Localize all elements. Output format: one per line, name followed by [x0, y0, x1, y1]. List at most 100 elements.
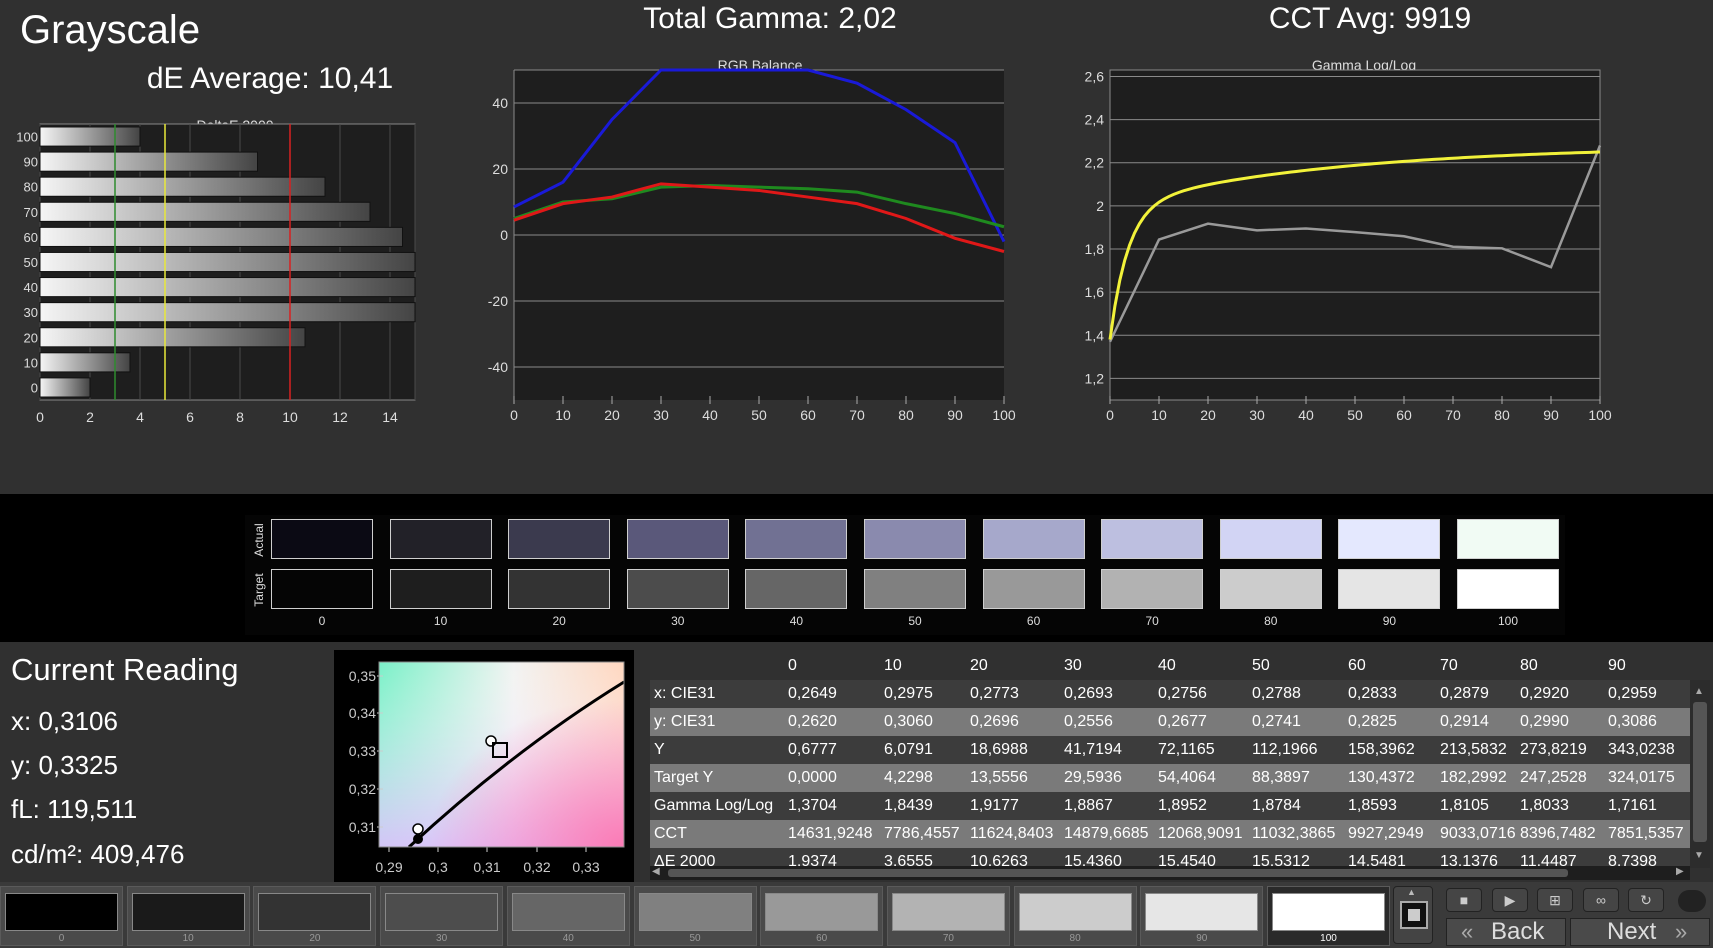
- page-title: Grayscale: [20, 8, 201, 52]
- patch-label: 60: [816, 933, 828, 944]
- table-cell: 8396,7482: [1520, 825, 1596, 842]
- x-tick-label: 10: [1151, 407, 1167, 423]
- planckian-locus: [407, 680, 625, 849]
- next-button[interactable]: Next »: [1570, 918, 1710, 946]
- patch-button[interactable]: 20: [253, 886, 377, 946]
- next-arrow-icon: »: [1675, 919, 1688, 944]
- y-tick-label: 20: [492, 161, 508, 177]
- delta-bar: [39, 176, 326, 197]
- patch-scroll-control[interactable]: ▲: [1393, 886, 1433, 944]
- patch-button[interactable]: 60: [760, 886, 884, 946]
- patch-scroll-up-icon[interactable]: ▲: [1407, 887, 1416, 897]
- y-tick-label: 10: [24, 355, 38, 370]
- patch-button[interactable]: 70: [886, 886, 1010, 946]
- series-line: [513, 68, 1006, 243]
- table-cell: 247,2528: [1520, 769, 1587, 786]
- table-cell: 4,2298: [884, 769, 933, 786]
- vscroll-thumb[interactable]: [1693, 702, 1707, 842]
- table-cell: 130,4372: [1348, 769, 1415, 786]
- stop-button[interactable]: ■: [1446, 888, 1482, 912]
- x-tick-label: 0: [510, 407, 518, 423]
- x-tick-label: 60: [800, 407, 816, 423]
- table-cell: 0,2773: [970, 685, 1019, 702]
- table-cell: 11032,3865: [1252, 825, 1336, 842]
- delta-bar: [39, 126, 141, 147]
- table-cell: 9927,2949: [1348, 825, 1424, 842]
- table-cell: 11624,8403: [970, 825, 1054, 842]
- table-cell: 72,1165: [1158, 741, 1215, 758]
- table-cell: 182,2992: [1440, 769, 1507, 786]
- y-tick-label: 1,4: [1085, 327, 1105, 343]
- patch-button[interactable]: 30: [380, 886, 504, 946]
- table-cell: 15,4360: [1064, 853, 1122, 866]
- patch-label: 20: [309, 933, 321, 944]
- table-cell: 1,8105: [1440, 797, 1489, 814]
- current-reading-title: Current Reading: [11, 652, 239, 687]
- refresh-icon: ↻: [1640, 892, 1652, 908]
- table-cell: 0,2677: [1158, 713, 1207, 730]
- table-hscrollbar[interactable]: ◀ ▶: [650, 866, 1690, 880]
- x-tick-label: 2: [86, 409, 94, 425]
- cie-plot-border: [378, 661, 625, 848]
- y-tick-label: 60: [24, 230, 38, 245]
- table-cell: 0,2741: [1252, 713, 1301, 730]
- row-label: CCT: [654, 825, 687, 842]
- table-cell: 14,5481: [1348, 853, 1406, 866]
- table-cell: 6,0791: [884, 741, 933, 758]
- y-tick-label: 0: [31, 380, 38, 395]
- stop-square-icon[interactable]: [1400, 901, 1428, 929]
- patch-button[interactable]: 50: [633, 886, 757, 946]
- refresh-button[interactable]: ↻: [1628, 888, 1664, 912]
- stop-square-inner: [1408, 909, 1420, 921]
- column-header: 60: [1348, 657, 1366, 674]
- table-cell: 1,8593: [1348, 797, 1397, 814]
- cie-target-d65: [485, 735, 497, 747]
- table-cell: 1,3704: [788, 797, 837, 814]
- x-tick-label: 40: [1298, 407, 1314, 423]
- delta-bar: [39, 151, 258, 172]
- patch-button[interactable]: 90: [1140, 886, 1264, 946]
- scroll-left-icon[interactable]: ◀: [652, 866, 660, 877]
- patch-button[interactable]: 80: [1013, 886, 1137, 946]
- table-cell: 0,3060: [884, 713, 933, 730]
- scroll-down-icon[interactable]: ▼: [1694, 850, 1704, 861]
- scroll-up-icon[interactable]: ▲: [1694, 686, 1704, 697]
- patch-button[interactable]: 40: [506, 886, 630, 946]
- table-vscrollbar[interactable]: ▲ ▼: [1690, 680, 1710, 868]
- table-cell: 15,5312: [1252, 853, 1310, 866]
- table-cell: 0,2788: [1252, 685, 1301, 702]
- cie-x-label: 0,3: [428, 859, 448, 875]
- reading-fl: fL: 119,511: [11, 794, 138, 824]
- x-tick-label: 12: [332, 409, 348, 425]
- x-tick-label: 0: [36, 409, 44, 425]
- measure-button[interactable]: ⊞: [1537, 888, 1573, 912]
- back-button[interactable]: « Back: [1446, 918, 1566, 946]
- table-cell: 9033,0716: [1440, 825, 1516, 842]
- chart-title: Gamma Log/Log: [1312, 57, 1416, 73]
- delta-bar: [39, 226, 403, 247]
- delta-bar: [39, 377, 91, 398]
- patch-button[interactable]: 10: [126, 886, 250, 946]
- patch-color: [1145, 893, 1259, 931]
- patch-button[interactable]: 0: [0, 886, 123, 946]
- hscroll-thumb[interactable]: [668, 869, 1568, 877]
- cie-y-label: 0,34: [349, 705, 376, 721]
- patch-button[interactable]: 100: [1267, 886, 1390, 946]
- cie-target-0: [412, 823, 424, 835]
- table-cell: 1,8952: [1158, 797, 1207, 814]
- play-button[interactable]: ▶: [1492, 888, 1528, 912]
- table-cell: 0,3086: [1608, 713, 1657, 730]
- scroll-right-icon[interactable]: ▶: [1676, 866, 1684, 877]
- patch-label: 50: [689, 933, 701, 944]
- patch-color: [1272, 893, 1385, 931]
- table-row: Target Y 0,0000 4,2298 13,5556 29,5936 54,406…: [650, 764, 1690, 792]
- x-tick-label: 50: [751, 407, 767, 423]
- cie-chart: 0,35 0,34 0,33 0,32 0,31 0,29 0,3 0,31 0,32 0,33: [349, 661, 625, 875]
- y-tick-label: 30: [24, 305, 38, 320]
- total-gamma: Total Gamma: 2,02: [643, 2, 897, 35]
- reading-x: x: 0,3106: [11, 706, 118, 736]
- loop-button[interactable]: ∞: [1583, 888, 1619, 912]
- x-tick-label: 100: [1588, 407, 1612, 423]
- patch-color: [385, 893, 499, 931]
- row-label: Target Y: [654, 769, 714, 786]
